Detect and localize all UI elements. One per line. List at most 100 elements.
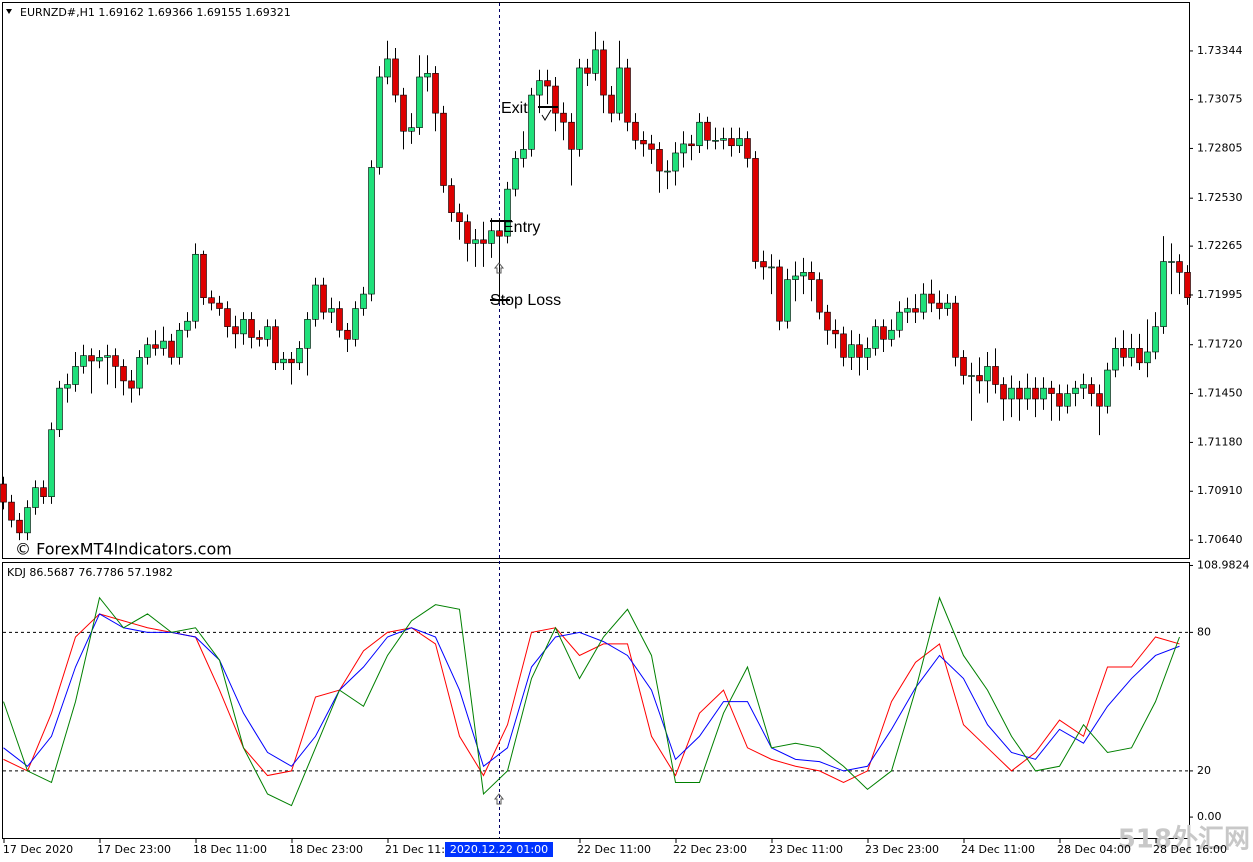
candle-body [792, 275, 799, 280]
candle-body [1096, 393, 1103, 407]
candle-body [936, 302, 943, 309]
candle-body [160, 340, 167, 349]
candle-body [168, 340, 175, 358]
candle-body [1128, 348, 1135, 358]
candle-body [1080, 384, 1087, 389]
candle-body [0, 483, 7, 503]
candle-body [360, 293, 367, 309]
candle-body [256, 337, 263, 340]
candle-body [976, 375, 983, 382]
y-tick-label: 1.73075 [1197, 93, 1243, 106]
candle-body [688, 143, 695, 147]
candle-body [1104, 369, 1111, 407]
x-tick-label: 18 Dec 23:00 [289, 843, 363, 856]
candle-body [104, 355, 111, 358]
y-tick-label: 1.70910 [1197, 484, 1243, 497]
candle-body [1144, 351, 1151, 364]
candle-body [696, 121, 703, 147]
candle-body [112, 355, 119, 367]
candle-body [616, 67, 623, 114]
candle-body [992, 366, 999, 385]
candle-body [320, 284, 327, 313]
candle-body [120, 366, 127, 382]
chart-title: EURNZD#,H1 1.69162 1.69366 1.69155 1.693… [20, 6, 291, 19]
candle-body [184, 320, 191, 331]
candle-body [720, 138, 727, 141]
candle-body [376, 76, 383, 168]
candle-body [864, 348, 871, 358]
candle-body [208, 297, 215, 304]
candle-body [752, 158, 759, 262]
candle-body [400, 94, 407, 132]
candle-body [296, 348, 303, 364]
candle-body [912, 308, 919, 313]
x-tick-label: 22 Dec 23:00 [673, 843, 747, 856]
x-tick-label: 22 Dec 11:00 [577, 843, 651, 856]
candle-body [568, 121, 575, 150]
x-tick-label: 28 Dec 16:00 [1153, 843, 1227, 856]
candle-body [784, 279, 791, 322]
candle-body [888, 329, 895, 340]
candle-body [1184, 272, 1191, 298]
y-tick-label: 1.71995 [1197, 288, 1243, 301]
y-tick-label: 1.71720 [1197, 338, 1243, 351]
candle-body [1152, 326, 1159, 353]
candle-body [392, 58, 399, 96]
marks [0, 31, 1191, 807]
candle-body [88, 355, 95, 362]
x-tick-label: 24 Dec 11:00 [961, 843, 1035, 856]
candle-body [8, 501, 15, 521]
y-tick-label: 1.72265 [1197, 239, 1243, 252]
candle-body [1024, 387, 1031, 400]
candle-body [136, 357, 143, 389]
candle-body [1056, 393, 1063, 407]
candle-body [552, 85, 559, 114]
candle-body [648, 143, 655, 150]
cursor-label-box [445, 842, 553, 857]
candle-body [488, 230, 495, 244]
candle-body [664, 170, 671, 173]
candle-body [848, 344, 855, 358]
candle-body [464, 221, 471, 244]
candle-body [1016, 387, 1023, 400]
site-mark: 518外汇网 [1118, 825, 1250, 855]
annotation: Exit [501, 100, 528, 117]
x-tick-label: 23 Dec 23:00 [865, 843, 939, 856]
candle-body [32, 487, 39, 508]
y-tick-label: 20 [1197, 764, 1211, 777]
candle-body [432, 73, 439, 114]
candle-body [800, 272, 807, 277]
candle-body [152, 344, 159, 349]
candle-body [656, 149, 663, 172]
cursor-label: 2020.12.22 01:00 [450, 843, 548, 856]
candle-body [768, 266, 775, 269]
candle-body [528, 94, 535, 150]
candle-body [1168, 261, 1175, 263]
candle-body [272, 326, 279, 364]
candle-body [288, 358, 295, 364]
candle-body [952, 302, 959, 358]
candle-body [480, 239, 487, 244]
candle-body [312, 284, 319, 320]
candle-body [1112, 348, 1119, 371]
candle-body [672, 152, 679, 172]
candle-body [496, 230, 503, 237]
candle-body [72, 366, 79, 385]
candle-body [1040, 387, 1047, 400]
candle-body [576, 67, 583, 150]
candle-body [40, 487, 47, 497]
candle-body [456, 212, 463, 223]
candle-body [1072, 387, 1079, 394]
candle-body [1032, 387, 1039, 400]
y-tick-label: 108.9824 [1197, 558, 1250, 571]
candle-body [80, 355, 87, 367]
candle-body [304, 319, 311, 349]
candle-body [592, 49, 599, 74]
x-tick-label: 17 Dec 2020 [3, 843, 73, 856]
candle-body [352, 308, 359, 340]
kdj-line [3, 613, 1180, 772]
candle-body [712, 140, 719, 142]
candle-body [1048, 387, 1055, 394]
candle-body [632, 121, 639, 141]
